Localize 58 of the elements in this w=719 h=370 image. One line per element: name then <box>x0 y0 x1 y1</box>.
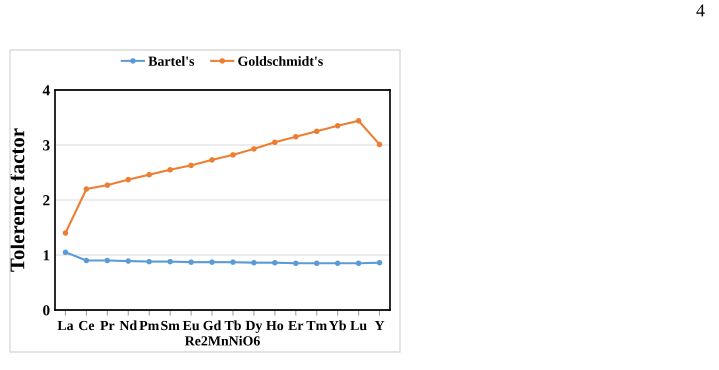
legend-label: Bartel's <box>148 56 194 66</box>
y-tick-label: 3 <box>43 140 50 150</box>
point <box>84 186 90 192</box>
x-tick-label: La <box>58 320 74 330</box>
y-tick-label: 2 <box>43 195 50 206</box>
point <box>334 122 340 129</box>
point <box>104 258 110 264</box>
x-tick-label: Tb <box>224 320 241 330</box>
x-tick-label: Ho <box>266 320 284 330</box>
point <box>314 260 320 266</box>
y-axis-title: Tolerence factor <box>10 128 24 272</box>
y-tick-label: 4 <box>42 85 50 96</box>
x-tick-label: Gd <box>203 320 222 330</box>
x-tick-label: Y <box>374 320 384 330</box>
point <box>293 260 299 266</box>
point <box>167 258 173 264</box>
x-tick-label: Yb <box>329 320 346 330</box>
x-tick-label: Dy <box>246 320 262 334</box>
point <box>376 142 382 148</box>
point <box>188 259 194 265</box>
x-tick-label: Ce <box>78 320 94 330</box>
point <box>209 259 215 265</box>
point <box>376 260 382 266</box>
point <box>146 258 152 264</box>
x-axis-title: Re2MnNiO6 <box>184 336 260 346</box>
point <box>251 146 257 152</box>
point <box>167 166 173 173</box>
point <box>104 182 110 188</box>
point <box>272 260 278 266</box>
point <box>209 157 215 163</box>
y-tick-label: 1 <box>44 250 50 260</box>
y-tick-label: 0 <box>43 305 50 316</box>
point <box>334 260 340 266</box>
point <box>230 152 236 158</box>
x-tick-label: Sm <box>161 320 180 330</box>
x-tick-label: Pr <box>100 320 114 330</box>
point <box>62 249 68 256</box>
point <box>356 260 362 266</box>
x-tick-label: Tm <box>306 320 327 330</box>
x-tick-label: Eu <box>182 320 200 330</box>
point <box>314 128 320 134</box>
point <box>126 258 132 264</box>
point <box>188 162 194 168</box>
point <box>126 176 132 182</box>
x-tick-label: Lu <box>350 320 367 330</box>
x-tick-label: Er <box>288 320 304 330</box>
point <box>356 118 362 124</box>
text: 4 <box>696 4 705 16</box>
x-tick-label: Pm <box>139 320 160 330</box>
point <box>146 172 152 178</box>
point <box>230 259 236 265</box>
point <box>293 134 299 140</box>
point <box>272 139 278 146</box>
legend-label: Goldschmidt's <box>238 56 323 66</box>
point <box>251 260 257 266</box>
x-tick-label: Nd <box>120 320 138 330</box>
point <box>84 258 90 264</box>
point <box>62 230 68 236</box>
